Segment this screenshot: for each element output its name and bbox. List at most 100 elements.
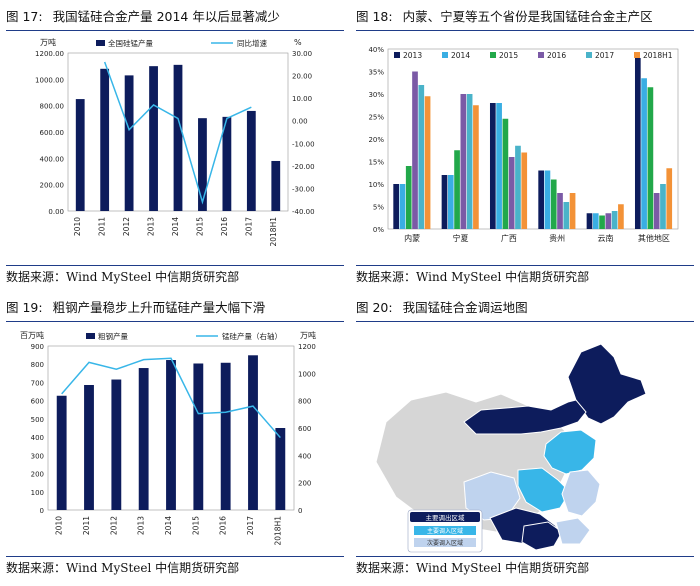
- legend-line-label: 锰硅产量（右轴）: [222, 331, 282, 341]
- y-left-tick-label: 900: [31, 343, 44, 351]
- y-right-tick-label: 1200: [298, 343, 316, 351]
- map-panel: 图 20: 我国锰硅合金调运地图 主要调出区域 主要调入区域 次要调入区域 数: [356, 297, 694, 581]
- legend-label-2016: 2016: [547, 51, 566, 60]
- y-tick-label: 10%: [368, 181, 384, 189]
- bar-2012: [111, 379, 122, 510]
- bar-2015-广西: [502, 118, 509, 229]
- legend-bar-swatch: [86, 333, 95, 339]
- map-inner-mongolia-region: [463, 399, 587, 435]
- y-tick-label: 25%: [368, 114, 384, 122]
- legend-swatch-2018H1: [634, 52, 640, 58]
- y-left-tick-label: 1200.00: [35, 50, 64, 58]
- y-tick-label: 35%: [368, 69, 384, 77]
- x-tick-label: 内蒙: [404, 233, 420, 243]
- y-left-tick-label: 600.00: [40, 129, 65, 137]
- bar-2015-贵州: [550, 179, 557, 229]
- bar-2011: [100, 68, 110, 211]
- legend-swatch-2013: [394, 52, 400, 58]
- y-right-tick-label: -30.00: [292, 185, 315, 193]
- y-left-tick-label: 200.00: [40, 182, 65, 190]
- y-left-tick-label: 100: [31, 489, 44, 497]
- panel-source: 数据来源：Wind MySteel 中信期货研究部: [356, 556, 694, 581]
- y-left-tick-label: 500: [31, 416, 44, 424]
- y-right-tick-label: 400: [298, 452, 311, 460]
- bar-2016-贵州: [557, 193, 563, 229]
- y-left-tick-label: 0: [40, 507, 44, 515]
- y-right-tick-label: 1000: [298, 370, 316, 378]
- panel-source: 数据来源：Wind MySteel 中信期货研究部: [6, 556, 344, 581]
- bar-2014-广西: [496, 103, 502, 229]
- bar-2013-宁夏: [441, 175, 448, 229]
- x-tick-label: 2011: [98, 217, 107, 236]
- y-tick-label: 20%: [368, 136, 384, 144]
- bar-2010: [56, 395, 67, 510]
- legend-swatch-2014: [442, 52, 448, 58]
- x-tick-label: 2017: [246, 516, 255, 535]
- bar-2015: [193, 363, 204, 510]
- bar-2013-云南: [586, 213, 593, 229]
- y-right-tick-label: 600: [298, 425, 311, 433]
- y-left-tick-label: 0.00: [48, 208, 64, 216]
- map-legend-import-swatch: [414, 526, 476, 535]
- legend-swatch-2016: [538, 52, 544, 58]
- y-right-tick-label: 20.00: [292, 73, 312, 81]
- bar-2016-云南: [605, 213, 612, 229]
- bar-2014: [173, 64, 183, 211]
- x-tick-label: 2010: [73, 217, 82, 236]
- legend-label-2013: 2013: [403, 51, 422, 60]
- bar-2014-其他地区: [641, 78, 647, 229]
- bar-2014-贵州: [544, 170, 551, 229]
- x-tick-label: 2016: [219, 516, 228, 535]
- y-left-tick-label: 200: [31, 471, 44, 479]
- legend-bar-swatch: [96, 40, 105, 46]
- panel-source: 数据来源：Wind MySteel 中信期货研究部: [6, 265, 344, 290]
- bar-2015-宁夏: [454, 150, 460, 229]
- map-south-coast: [555, 517, 591, 545]
- y-right-tick-label: 0.00: [292, 118, 308, 126]
- y-right-tick-label: 200: [298, 480, 311, 488]
- y-left-tick-label: 800.00: [40, 103, 65, 111]
- map-legend-import-label: 主要调入区域: [427, 527, 463, 535]
- panel-source: 数据来源：Wind MySteel 中信期货研究部: [356, 265, 694, 290]
- x-tick-label: 广西: [501, 233, 517, 243]
- bar-2017-贵州: [563, 202, 570, 229]
- y-right-unit: %: [294, 38, 302, 47]
- x-tick-label: 2013: [137, 516, 146, 535]
- y-right-tick-label: 0: [298, 507, 302, 515]
- bar-2018H1-宁夏: [473, 105, 479, 229]
- x-tick-label: 2013: [147, 217, 156, 236]
- legend-line-label: 同比增速: [237, 38, 267, 48]
- legend-label-2015: 2015: [499, 51, 518, 60]
- bar-2017-宁夏: [466, 94, 473, 229]
- y-tick-label: 15%: [368, 159, 384, 167]
- x-tick-label: 2012: [109, 516, 118, 535]
- panel-title: 图 17: 我国锰硅合金产量 2014 年以后显著减少: [6, 6, 344, 31]
- production-chart: 0.00 200.00 400.00 600.00 800.00 1000.00 1200.…: [35, 37, 315, 247]
- legend-swatch-2017: [586, 52, 592, 58]
- bar-2010: [75, 99, 85, 211]
- y-right-tick-label: -10.00: [292, 140, 315, 148]
- bar-2018H1-其他地区: [666, 168, 673, 229]
- bar-2014-云南: [592, 213, 599, 229]
- bar-2018H1-云南: [618, 204, 624, 229]
- panel-title: 图 19: 粗钢产量稳步上升而锰硅产量大幅下滑: [6, 297, 344, 322]
- y-right-tick-label: -40.00: [292, 208, 315, 216]
- bar-2017-云南: [611, 211, 618, 229]
- bar-2017: [248, 355, 258, 510]
- chart-panel-steel: 图 19: 粗钢产量稳步上升而锰硅产量大幅下滑 0 100 200 300 400 500 6…: [6, 297, 344, 581]
- x-tick-label: 贵州: [549, 233, 565, 243]
- bar-2011: [84, 384, 94, 510]
- x-tick-label: 2014: [164, 516, 173, 535]
- chart-panel-production: 图 17: 我国锰硅合金产量 2014 年以后显著减少 0.00 200.00 400…: [6, 6, 344, 290]
- bar-2013: [149, 66, 158, 211]
- china-map: 主要调出区域 主要调入区域 次要调入区域: [375, 343, 647, 553]
- map-legend-title: 主要调出区域: [426, 513, 466, 522]
- y-right-unit: 万吨: [300, 330, 316, 340]
- y-tick-label: 5%: [373, 204, 384, 212]
- y-left-unit: 万吨: [40, 37, 56, 47]
- x-tick-label: 2014: [171, 217, 180, 236]
- legend-bar-label: 全国硅锰产量: [108, 38, 153, 48]
- bar-2016-广西: [508, 157, 515, 229]
- x-tick-label: 2018H1: [273, 516, 282, 546]
- x-tick-label: 2011: [82, 516, 91, 535]
